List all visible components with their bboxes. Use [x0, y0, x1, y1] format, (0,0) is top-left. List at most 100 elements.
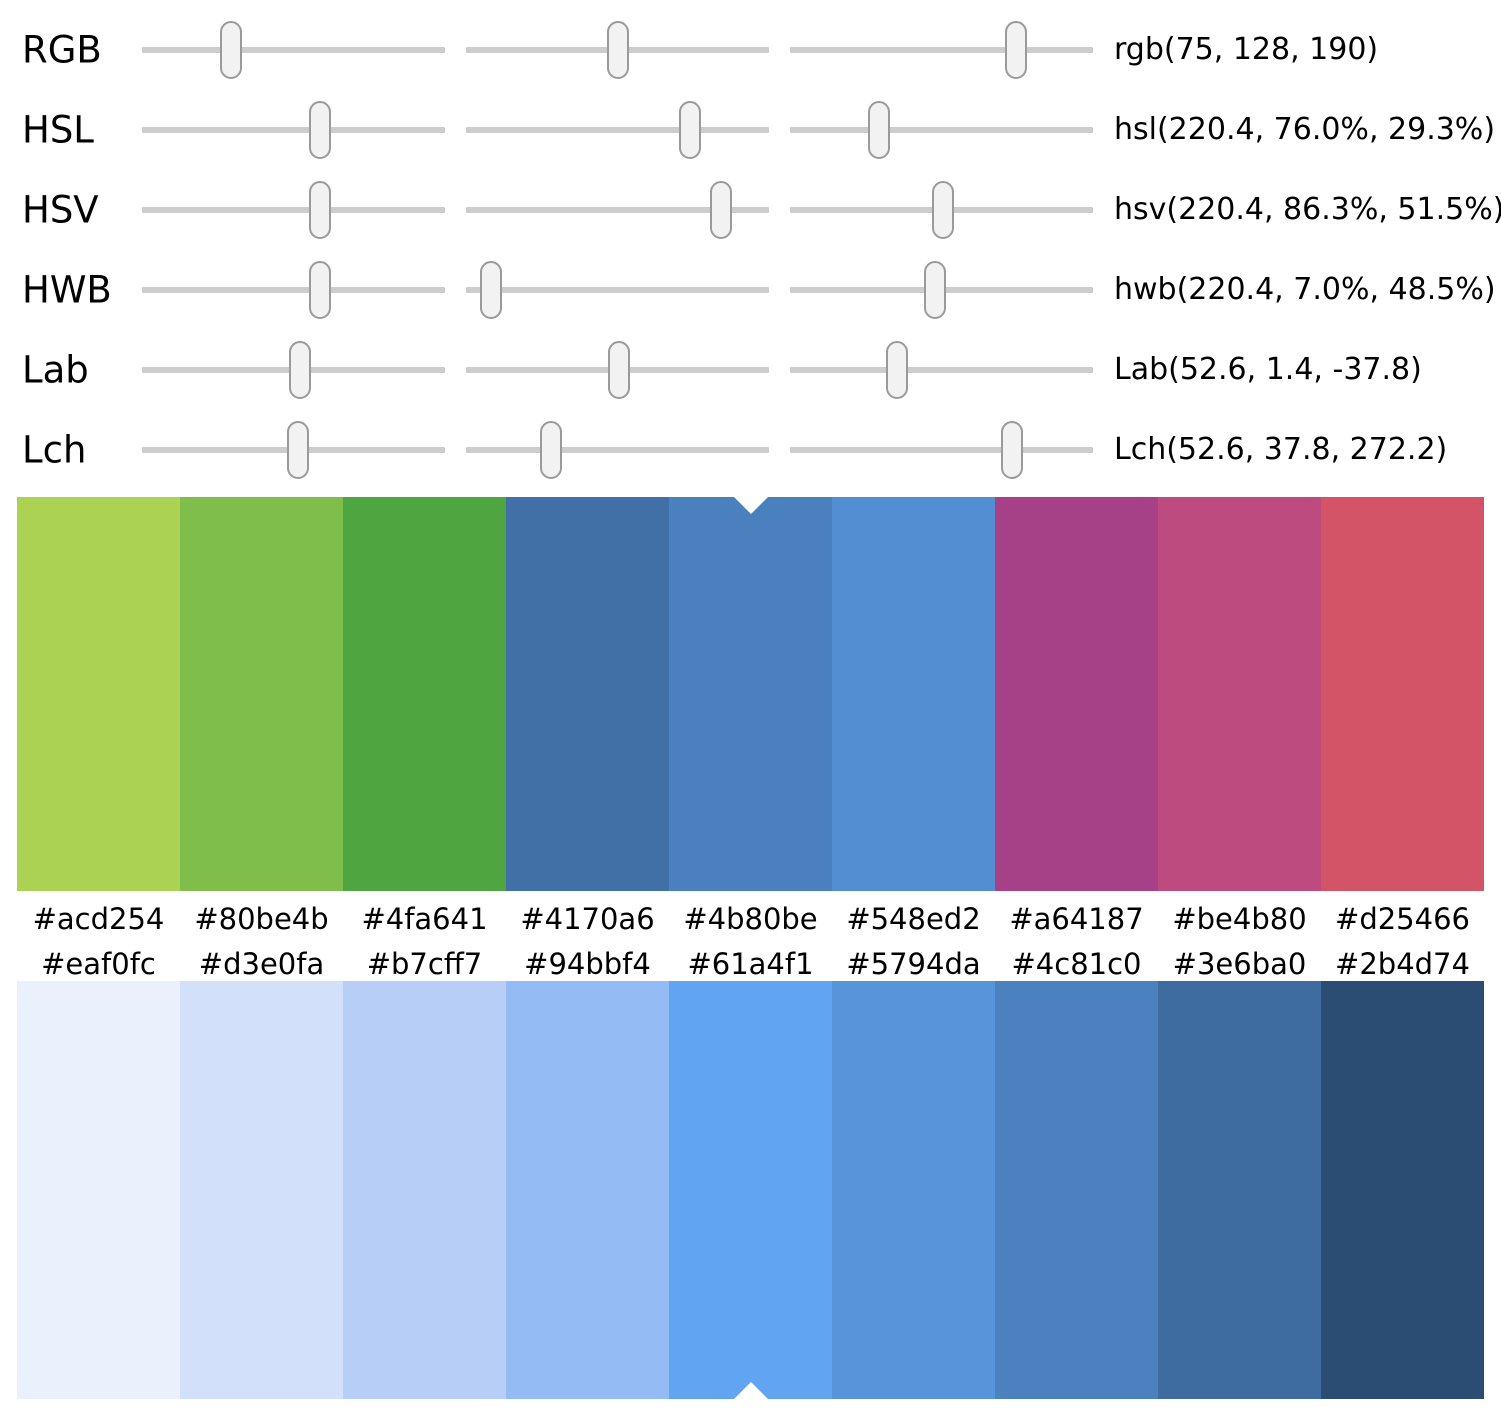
swatch-hex-label: #2b4d74: [1335, 946, 1470, 981]
slider-row-label: Lch: [22, 428, 87, 472]
slider-track-group: [142, 330, 1093, 410]
color-swatch[interactable]: [1158, 497, 1321, 891]
slider-track[interactable]: [142, 47, 445, 53]
swatch-strip-top: [17, 497, 1484, 891]
slider-track[interactable]: [790, 47, 1093, 53]
slider-track[interactable]: [466, 447, 769, 453]
swatch-hex-label: #d25466: [1335, 901, 1470, 936]
color-swatch[interactable]: [506, 981, 669, 1399]
slider-track-group: [142, 250, 1093, 330]
slider-handle[interactable]: [1000, 421, 1023, 479]
color-swatch[interactable]: [180, 497, 343, 891]
slider-track[interactable]: [466, 127, 769, 133]
slider-handle[interactable]: [540, 421, 563, 479]
slider-handle[interactable]: [220, 21, 243, 79]
slider-lab-b[interactable]: [790, 330, 1093, 410]
slider-handle[interactable]: [287, 421, 310, 479]
slider-rgb-blue[interactable]: [790, 10, 1093, 90]
swatch-hex-label: #3e6ba0: [1172, 946, 1307, 981]
swatch-hex-label: #a64187: [1009, 901, 1144, 936]
selected-swatch-marker-icon: [733, 497, 768, 514]
color-swatch[interactable]: [1321, 497, 1484, 891]
slider-row-label: HWB: [22, 268, 112, 312]
color-swatch[interactable]: [1158, 981, 1321, 1399]
slider-handle[interactable]: [932, 181, 954, 239]
slider-handle[interactable]: [607, 21, 630, 79]
color-swatch[interactable]: [343, 981, 506, 1399]
slider-hsv-value[interactable]: [790, 170, 1093, 250]
swatch-hex-label: #b7cff7: [366, 946, 483, 981]
slider-lch-lightness[interactable]: [142, 410, 445, 490]
slider-track[interactable]: [466, 287, 769, 293]
slider-handle[interactable]: [308, 101, 331, 159]
color-swatch[interactable]: [832, 981, 995, 1399]
slider-hsl-lightness[interactable]: [790, 90, 1093, 170]
color-swatch[interactable]: [17, 981, 180, 1399]
slider-rgb-green[interactable]: [466, 10, 769, 90]
slider-row-value: hsv(220.4, 86.3%, 51.5%): [1114, 192, 1501, 227]
slider-lch-hue[interactable]: [790, 410, 1093, 490]
slider-hsv-hue[interactable]: [142, 170, 445, 250]
slider-handle[interactable]: [308, 181, 331, 239]
swatch-hex-label: #d3e0fa: [198, 946, 325, 981]
slider-hwb-blackness[interactable]: [790, 250, 1093, 330]
slider-row-hwb: HWB hwb(220.4, 7.0%, 48.5%): [0, 250, 1501, 330]
slider-lab-a[interactable]: [466, 330, 769, 410]
slider-row-lch: Lch Lch(52.6, 37.8, 272.2): [0, 410, 1501, 490]
slider-handle[interactable]: [479, 261, 502, 319]
slider-row-value: hwb(220.4, 7.0%, 48.5%): [1114, 272, 1496, 307]
slider-track[interactable]: [790, 367, 1093, 373]
slider-track[interactable]: [142, 287, 445, 293]
slider-handle[interactable]: [710, 181, 733, 239]
slider-handle[interactable]: [885, 341, 908, 399]
color-swatch[interactable]: [1321, 981, 1484, 1399]
slider-handle[interactable]: [679, 101, 702, 159]
swatch-hex-label: #4fa641: [361, 901, 488, 936]
swatch-hex-label: #4170a6: [520, 901, 655, 936]
color-swatch[interactable]: [17, 497, 180, 891]
slider-hsl-hue[interactable]: [142, 90, 445, 170]
slider-rgb-red[interactable]: [142, 10, 445, 90]
slider-hsl-saturation[interactable]: [466, 90, 769, 170]
slider-handle[interactable]: [924, 261, 947, 319]
swatch-hex-label: #5794da: [846, 946, 981, 981]
swatch-hex-label: #4b80be: [683, 901, 818, 936]
color-swatch[interactable]: [669, 981, 832, 1399]
slider-lch-chroma[interactable]: [466, 410, 769, 490]
slider-handle[interactable]: [867, 101, 890, 159]
swatch-hex-label: #80be4b: [194, 901, 329, 936]
slider-track[interactable]: [466, 207, 769, 213]
color-swatch[interactable]: [995, 497, 1158, 891]
slider-handle[interactable]: [308, 261, 331, 319]
slider-track[interactable]: [142, 207, 445, 213]
color-swatch[interactable]: [669, 497, 832, 891]
swatch-hex-label: #be4b80: [1172, 901, 1307, 936]
slider-lab-lightness[interactable]: [142, 330, 445, 410]
slider-row-label: HSV: [22, 188, 99, 232]
slider-hsv-saturation[interactable]: [466, 170, 769, 250]
hex-labels-bottom: #eaf0fc #d3e0fa #b7cff7 #94bbf4 #61a4f1 #5794…: [17, 940, 1484, 988]
slider-row-value: hsl(220.4, 76.0%, 29.3%): [1114, 112, 1496, 147]
slider-row-value: rgb(75, 128, 190): [1114, 32, 1379, 67]
slider-track[interactable]: [142, 127, 445, 133]
slider-row-label: Lab: [22, 348, 89, 392]
swatch-hex-label: #94bbf4: [524, 946, 651, 981]
slider-hwb-hue[interactable]: [142, 250, 445, 330]
slider-row-label: RGB: [22, 28, 102, 72]
slider-hwb-whiteness[interactable]: [466, 250, 769, 330]
slider-row-label: HSL: [22, 108, 94, 152]
color-swatch[interactable]: [995, 981, 1158, 1399]
color-swatch[interactable]: [506, 497, 669, 891]
slider-handle[interactable]: [1004, 21, 1027, 79]
color-swatch[interactable]: [343, 497, 506, 891]
slider-handle[interactable]: [608, 341, 630, 399]
slider-handle[interactable]: [288, 341, 311, 399]
color-swatch[interactable]: [832, 497, 995, 891]
color-swatch[interactable]: [180, 981, 343, 1399]
slider-track-group: [142, 90, 1093, 170]
swatch-hex-label: #4c81c0: [1011, 946, 1142, 981]
slider-track[interactable]: [790, 127, 1093, 133]
slider-row-lab: Lab Lab(52.6, 1.4, -37.8): [0, 330, 1501, 410]
slider-track[interactable]: [790, 447, 1093, 453]
swatch-strip-bottom: [17, 981, 1484, 1399]
